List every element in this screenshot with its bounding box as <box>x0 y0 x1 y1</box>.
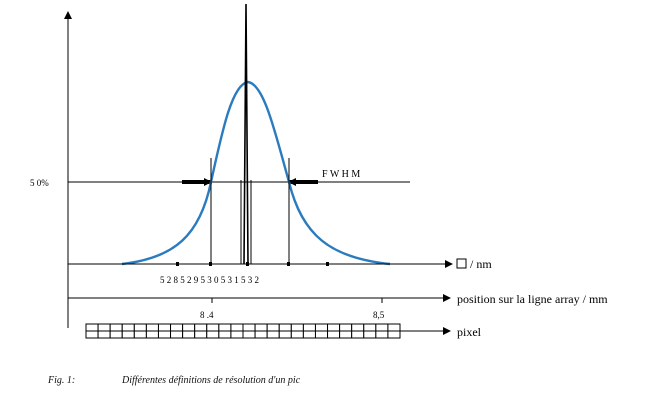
fwhm-label: F W H M <box>322 169 360 180</box>
wavelength-axis-ticks <box>176 262 329 266</box>
pixel-array <box>85 323 401 339</box>
pixel-axis-label: pixel <box>457 325 482 339</box>
peak-curve <box>121 80 391 266</box>
position-tick-label-8-4: 8 .4 <box>200 310 214 320</box>
half-max-label: 5 0% <box>30 178 49 188</box>
wavelength-axis-label: / nm <box>470 257 492 271</box>
wavelength-tick-labels: 5 2 8 5 2 9 5 3 0 5 3 1 5 3 2 <box>160 275 259 285</box>
lambda-symbol-box <box>456 258 467 269</box>
position-tick-label-8-5: 8,5 <box>373 310 385 320</box>
position-axis-label: position sur la ligne array / mm <box>457 292 608 306</box>
caption-text: Différentes définitions de résolution d'… <box>122 375 301 386</box>
caption-figure-number: Fig. 1: <box>48 375 76 386</box>
narrow-peak <box>243 3 249 265</box>
